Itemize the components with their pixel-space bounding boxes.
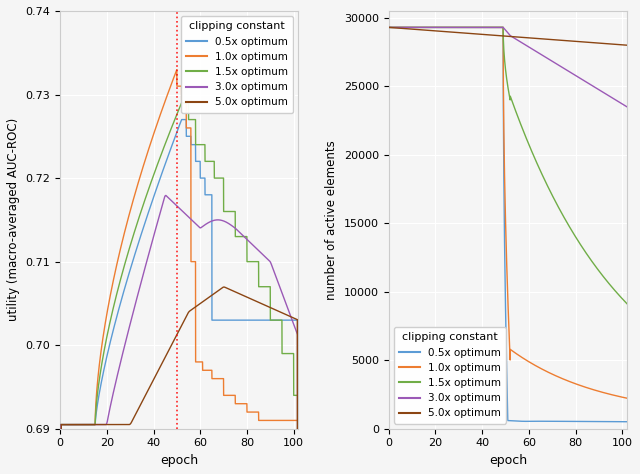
X-axis label: epoch: epoch xyxy=(160,454,198,467)
Legend: 0.5x optimum, 1.0x optimum, 1.5x optimum, 3.0x optimum, 5.0x optimum: 0.5x optimum, 1.0x optimum, 1.5x optimum… xyxy=(180,16,293,113)
X-axis label: epoch: epoch xyxy=(489,454,527,467)
Y-axis label: number of active elements: number of active elements xyxy=(325,140,339,300)
Y-axis label: utility (macro-averaged AUC-ROC): utility (macro-averaged AUC-ROC) xyxy=(7,118,20,321)
Legend: 0.5x optimum, 1.0x optimum, 1.5x optimum, 3.0x optimum, 5.0x optimum: 0.5x optimum, 1.0x optimum, 1.5x optimum… xyxy=(394,327,506,424)
